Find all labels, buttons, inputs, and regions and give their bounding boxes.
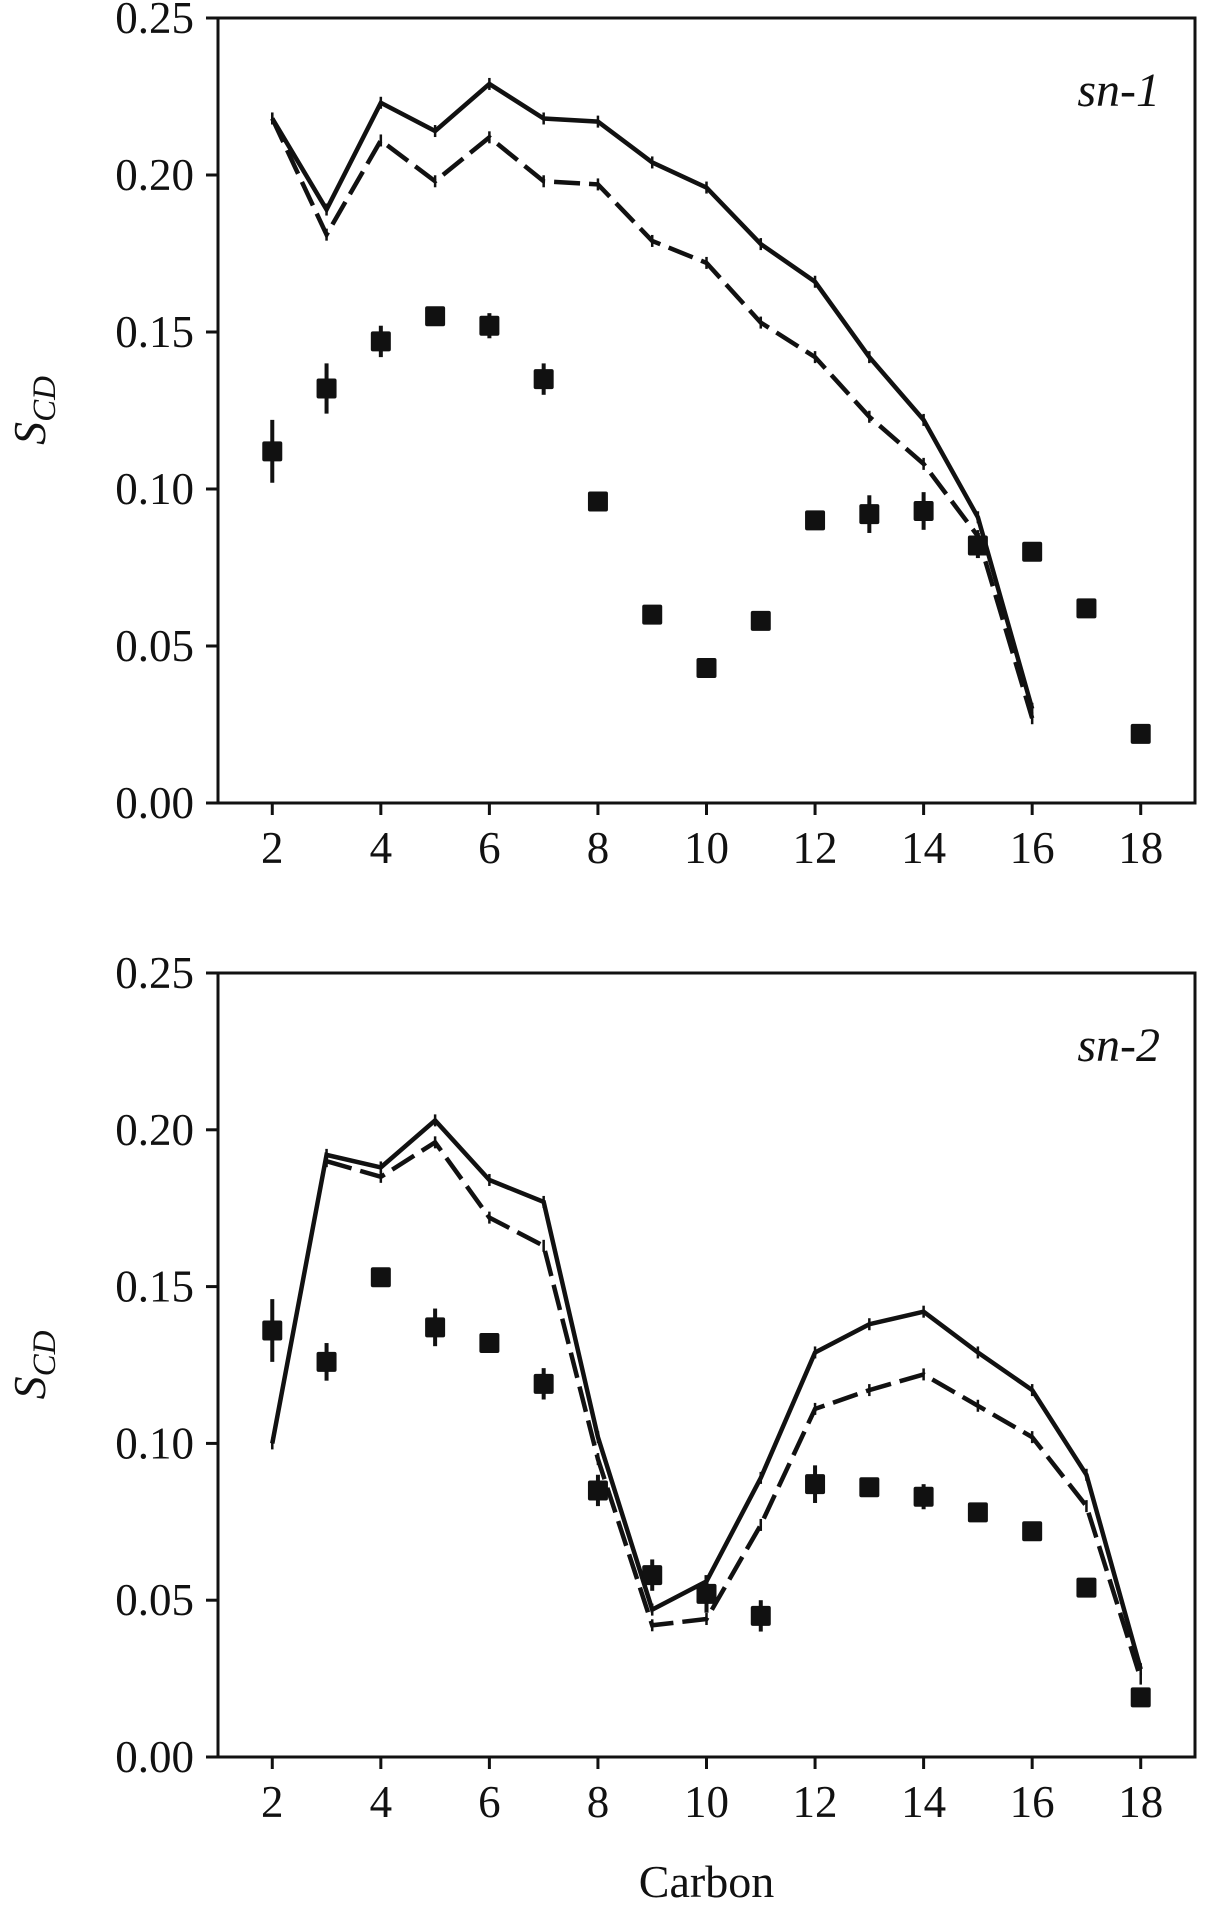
data-point-square — [696, 1583, 717, 1604]
y-tick-label: 0.15 — [115, 1262, 194, 1312]
y-axis-label: SCD — [4, 376, 63, 445]
data-point-square — [370, 1267, 391, 1288]
y-axis-label-main: S — [4, 1376, 55, 1399]
data-point-square — [262, 1320, 283, 1341]
panel-1: 2 4 6 8 10 12 14 16 180.000.050.100.150.200.25SC… — [4, 948, 1197, 1907]
x-tick-label: 6 — [478, 823, 501, 873]
y-axis-label-main: S — [4, 422, 55, 445]
data-point-square — [805, 510, 826, 531]
data-point-square — [805, 1474, 826, 1495]
data-point-square — [587, 1480, 608, 1501]
data-point-square — [967, 1502, 988, 1523]
x-tick-label: 4 — [370, 823, 393, 873]
y-axis-label: SCD — [4, 1330, 63, 1399]
data-point-square — [859, 504, 880, 525]
y-tick-label: 0.25 — [115, 0, 194, 43]
y-tick-label: 0.15 — [115, 307, 194, 357]
panel-0: 2 4 6 8 10 12 14 16 18 0.00 0.05 0.10 0.15 0.20 0.25 SC… — [4, 0, 1197, 873]
data-point-square — [1076, 1577, 1097, 1598]
x-tick-label: 14 — [901, 1777, 946, 1827]
y-tick-label: 0.00 — [115, 778, 194, 828]
y-tick-label: 0.10 — [115, 1418, 194, 1468]
x-tick-label: 2 — [261, 1777, 284, 1827]
series-line-dashed — [325, 1139, 1143, 1680]
x-tick-label: 18 — [1118, 1777, 1163, 1827]
x-tick-label: 12 — [793, 1777, 838, 1827]
y-tick-label: 0.00 — [115, 1732, 194, 1782]
x-tick-label: 8 — [587, 1777, 610, 1827]
x-tick-label: 4 — [370, 1777, 393, 1827]
data-point-square — [262, 441, 283, 462]
data-point-square — [1022, 541, 1043, 562]
data-point-square — [1130, 1687, 1151, 1708]
y-tick-label: 0.20 — [115, 150, 194, 200]
data-point-square — [587, 491, 608, 512]
x-tick-label: 16 — [1010, 823, 1055, 873]
x-tick-label: 10 — [684, 1777, 729, 1827]
data-point-square — [316, 1351, 337, 1372]
x-tick-label: 18 — [1118, 823, 1163, 873]
x-axis-label: Carbon — [639, 1856, 774, 1907]
data-point-square — [533, 1373, 554, 1394]
data-point-square — [425, 1317, 446, 1338]
x-tick-label: 2 — [261, 823, 284, 873]
data-point-square — [913, 500, 934, 521]
y-axis-label-sub: CD — [27, 1330, 63, 1376]
y-tick-label: 0.20 — [115, 1105, 194, 1155]
x-tick-label: 12 — [793, 823, 838, 873]
data-point-square — [479, 1333, 500, 1354]
y-tick-label: 0.10 — [115, 464, 194, 514]
data-point-square — [642, 1565, 663, 1586]
data-point-square — [1130, 723, 1151, 744]
data-point-square — [370, 331, 391, 352]
data-point-square — [750, 1605, 771, 1626]
data-point-square — [750, 610, 771, 631]
y-tick-label: 0.05 — [115, 621, 194, 671]
x-tick-label: 8 — [587, 823, 610, 873]
data-point-square — [642, 604, 663, 625]
data-point-square — [479, 315, 500, 336]
x-tick-label: 6 — [478, 1777, 501, 1827]
y-tick-label: 0.25 — [115, 948, 194, 998]
data-point-square — [913, 1486, 934, 1507]
y-tick-label: 0.05 — [115, 1575, 194, 1625]
x-tick-label: 14 — [901, 823, 946, 873]
data-point-square — [967, 535, 988, 556]
x-tick-label: 16 — [1010, 1777, 1055, 1827]
x-tick-label: 10 — [684, 823, 729, 873]
y-axis-label-sub: CD — [27, 376, 63, 422]
data-point-square — [859, 1477, 880, 1498]
data-point-square — [696, 657, 717, 678]
panel-label: sn-2 — [1077, 1019, 1160, 1072]
data-point-square — [533, 369, 554, 390]
data-point-square — [1076, 598, 1097, 619]
data-point-square — [1022, 1521, 1043, 1542]
data-point-square — [425, 306, 446, 327]
data-point-square — [316, 378, 337, 399]
panel-label: sn-1 — [1077, 64, 1160, 117]
